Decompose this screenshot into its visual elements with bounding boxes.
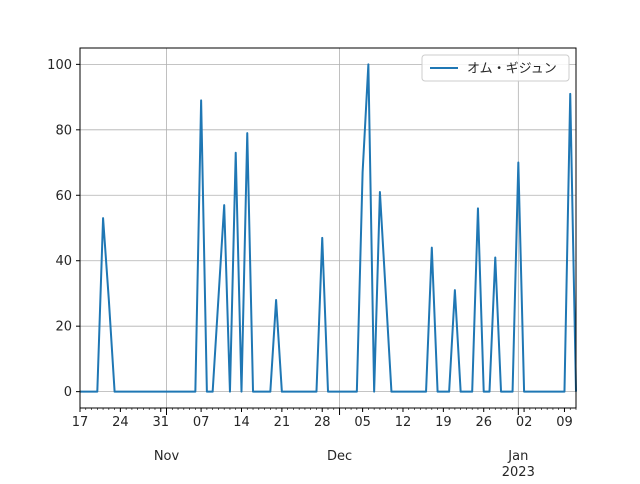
y-tick-label: 20 — [55, 320, 72, 335]
x-tick-label: 09 — [556, 415, 573, 430]
x-tick-label: 28 — [314, 415, 331, 430]
x-month-label: Dec — [327, 449, 352, 464]
y-tick-label: 0 — [64, 385, 72, 400]
x-tick-label: 31 — [152, 415, 169, 430]
legend-label: オム・ギジュン — [467, 62, 557, 77]
x-year-label: 2023 — [502, 465, 535, 480]
y-tick-label: 40 — [55, 254, 72, 269]
legend: オム・ギジュン — [422, 55, 569, 81]
x-tick-label: 17 — [72, 415, 89, 430]
x-tick-label: 02 — [516, 415, 533, 430]
x-tick-label: 26 — [475, 415, 492, 430]
y-tick-label: 80 — [55, 123, 72, 138]
x-tick-label: 12 — [395, 415, 412, 430]
x-tick-label: 24 — [112, 415, 129, 430]
y-tick-label: 60 — [55, 189, 72, 204]
x-tick-label: 07 — [193, 415, 210, 430]
x-month-label: Jan — [507, 449, 528, 464]
x-month-label: Nov — [154, 449, 180, 464]
x-tick-label: 19 — [435, 415, 452, 430]
x-tick-label: 21 — [274, 415, 291, 430]
y-tick-label: 100 — [47, 58, 72, 73]
x-tick-label: 14 — [233, 415, 250, 430]
x-tick-label: 05 — [354, 415, 371, 430]
